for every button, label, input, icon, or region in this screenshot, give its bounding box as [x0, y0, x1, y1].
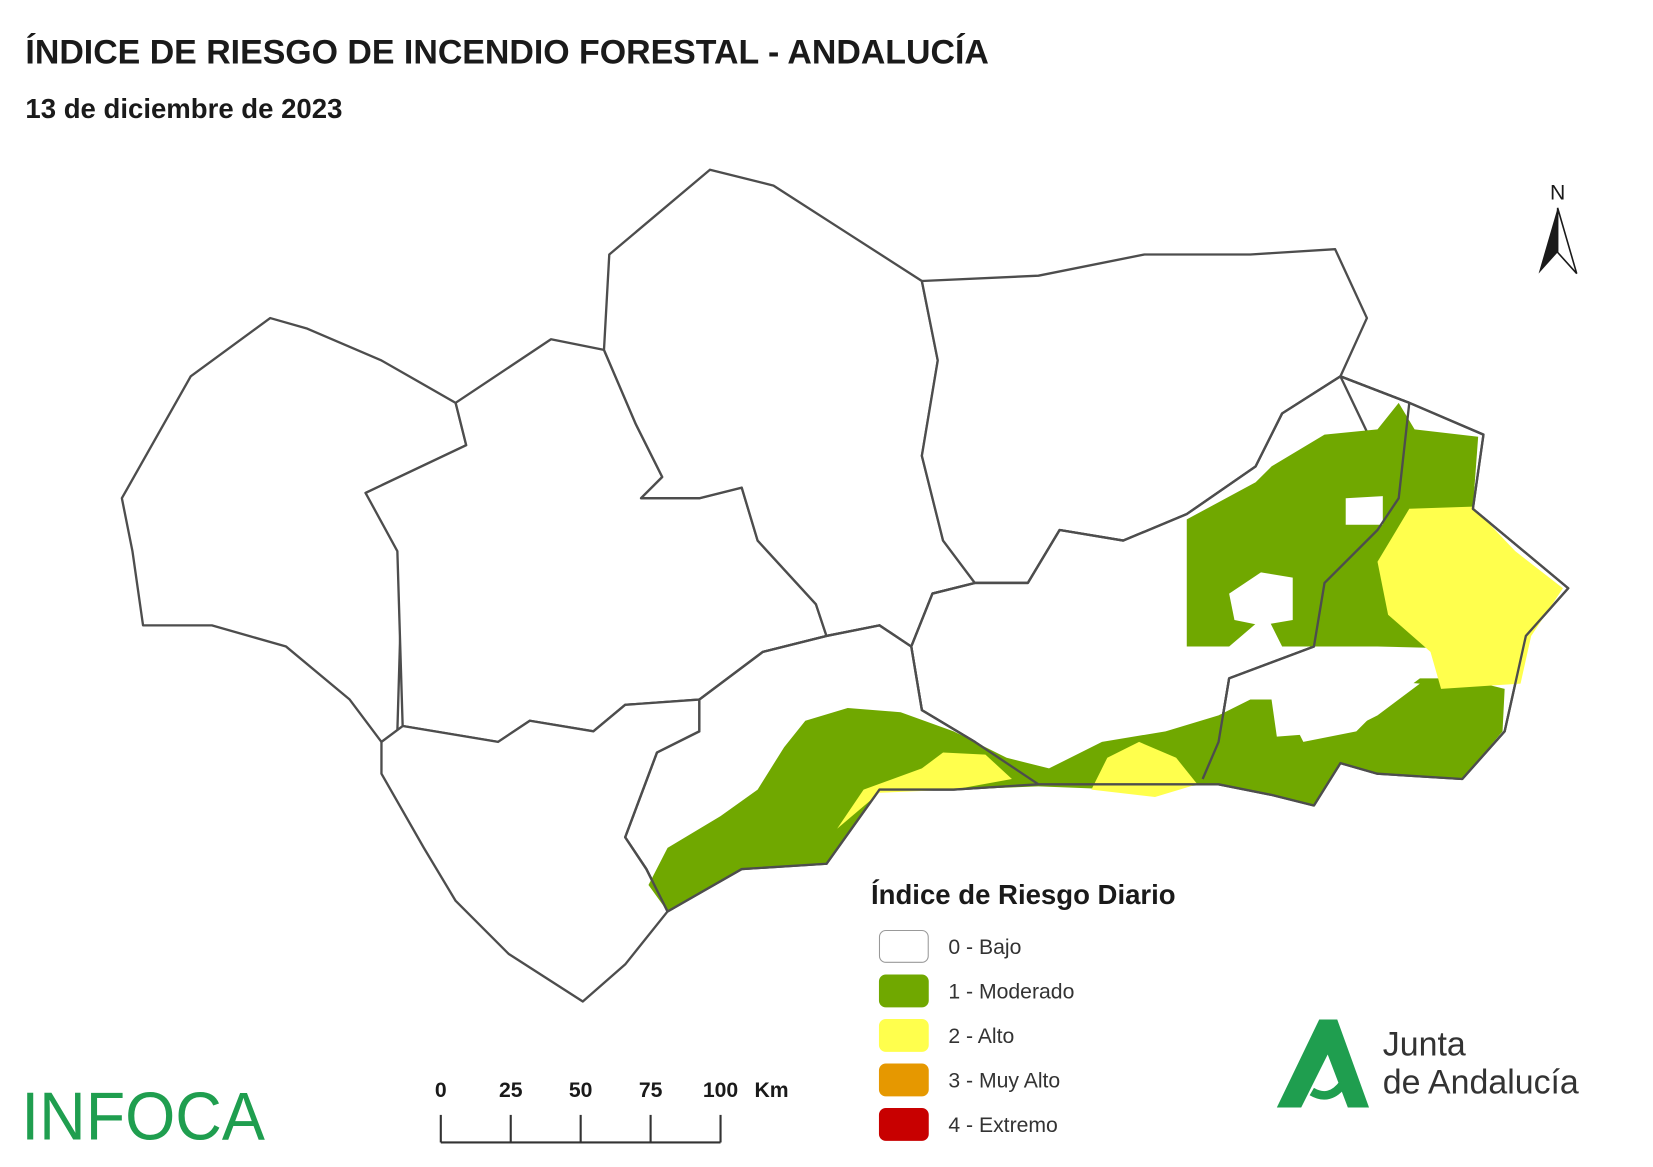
legend-label: 0 - Bajo [948, 936, 1021, 959]
scale-label: 50 [569, 1079, 593, 1102]
legend-swatch [878, 929, 929, 963]
risk-area-low [1345, 496, 1383, 525]
legend-swatch [878, 1108, 929, 1141]
junta-logo-mark [1309, 1080, 1348, 1100]
risk-area-low [1271, 678, 1420, 737]
risk-area-moderate [648, 678, 1505, 912]
subtitle: 13 de diciembre de 2023 [25, 93, 342, 124]
province-borders-overlay [624, 375, 1570, 913]
legend: 0 - Bajo 1 - Moderado 2 - Alto 3 - Muy Alto… [878, 929, 1074, 1141]
junta-text: Junta [1383, 1026, 1466, 1064]
north-arrow: N [1538, 181, 1578, 275]
legend-swatch [878, 1063, 929, 1097]
risk-area-low [1229, 572, 1293, 626]
border [1201, 375, 1411, 780]
legend-title: Índice de Riesgo Diario [871, 879, 1176, 910]
north-arrow-left [1538, 207, 1558, 274]
legend-label: 2 - Alto [948, 1025, 1014, 1048]
scale-label: 100 [703, 1079, 738, 1102]
title: ÍNDICE DE RIESGO DE INCENDIO FORESTAL - … [25, 34, 988, 72]
junta-text: de Andalucía [1383, 1064, 1579, 1102]
legend-label: 1 - Moderado [948, 980, 1074, 1003]
scale-label: 0 [435, 1079, 447, 1102]
legend-label: 4 - Extremo [948, 1114, 1057, 1137]
coast [624, 375, 1570, 913]
scale-unit: Km [754, 1079, 788, 1102]
scale-label: 75 [639, 1079, 663, 1102]
infoca-logo: INFOCA [21, 1079, 265, 1154]
border [910, 646, 1040, 786]
north-arrow-right [1556, 207, 1578, 275]
risk-area-high [1377, 506, 1563, 689]
scale-bar: 0 25 50 75 100 Km [435, 1079, 789, 1144]
north-label: N [1550, 181, 1565, 204]
legend-label: 3 - Muy Alto [948, 1069, 1060, 1092]
legend-swatch [878, 1019, 929, 1052]
legend-swatch [878, 974, 929, 1008]
scale-label: 25 [499, 1079, 523, 1102]
junta-logo: Junta de Andalucía [1276, 1019, 1579, 1108]
